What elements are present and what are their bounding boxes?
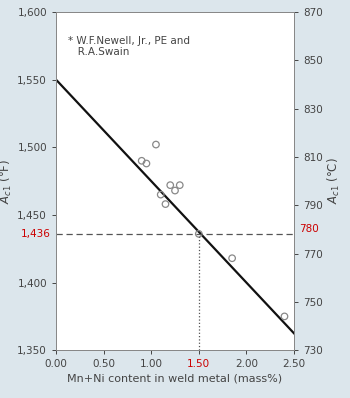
Point (167, 182, 173, 188)
Point (282, 313, 287, 320)
Point (196, 231, 202, 237)
Text: 1,436: 1,436 (21, 229, 50, 239)
Y-axis label: $A_{c1}$ (°F): $A_{c1}$ (°F) (0, 158, 14, 204)
Point (153, 141, 159, 148)
Point (139, 158, 145, 164)
Point (172, 187, 178, 194)
Point (177, 182, 183, 188)
Point (158, 191, 163, 198)
X-axis label: Mn+Ni content in weld metal (mass%): Mn+Ni content in weld metal (mass%) (68, 373, 282, 383)
Text: * W.F.Newell, Jr., PE and
   R.A.Swain: * W.F.Newell, Jr., PE and R.A.Swain (68, 35, 190, 57)
Point (144, 160, 149, 167)
Point (163, 201, 168, 207)
Point (229, 255, 235, 261)
Y-axis label: $A_{c1}$ (°C): $A_{c1}$ (°C) (326, 158, 342, 205)
Text: 780: 780 (300, 224, 319, 234)
